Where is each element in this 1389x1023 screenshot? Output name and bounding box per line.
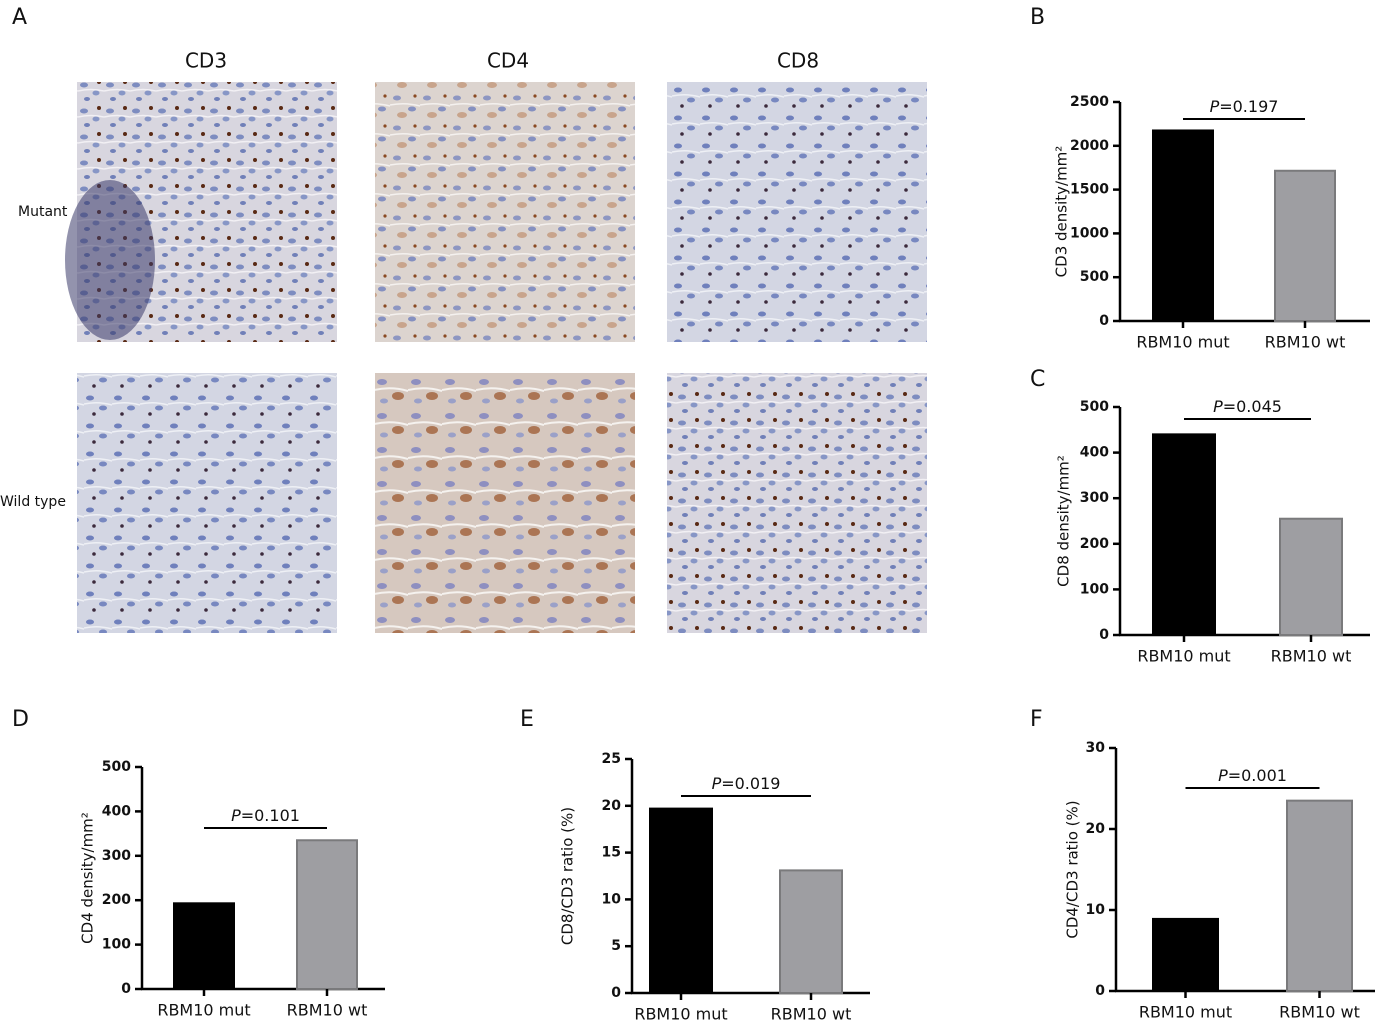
- bar: [296, 839, 358, 991]
- y-tick-label: 5: [611, 938, 621, 954]
- y-tick-label: 100: [1080, 581, 1109, 597]
- y-tick-label: 400: [102, 803, 131, 819]
- chart-panel: 0 500 1000 1500 2000 2500 RBM10 mut RBM10 wt P=0…: [1030, 5, 1370, 352]
- y-axis-label: CD3 density/mm²: [1053, 146, 1071, 278]
- y-tick-label: 1000: [1070, 225, 1109, 241]
- micrograph-detail: [65, 180, 155, 340]
- y-tick-label: 300: [1080, 490, 1109, 506]
- y-tick-label: 500: [1080, 399, 1109, 415]
- micrograph: [375, 82, 635, 342]
- x-tick-label: RBM10 wt: [1271, 647, 1352, 666]
- micrograph: [667, 82, 927, 342]
- y-tick-label: 400: [1080, 445, 1109, 461]
- y-tick-label: 1500: [1070, 182, 1109, 198]
- y-tick-label: 500: [102, 759, 131, 775]
- x-tick-label: RBM10 mut: [1136, 333, 1229, 352]
- y-tick-label: 200: [102, 892, 131, 908]
- bar: [779, 869, 843, 994]
- y-axis-label: CD4/CD3 ratio (%): [1064, 800, 1082, 938]
- bar: [1152, 433, 1216, 636]
- bar: [1279, 517, 1343, 636]
- micrograph: [375, 373, 635, 633]
- y-tick-label: 25: [602, 751, 621, 767]
- column-header: CD4: [487, 49, 529, 73]
- bar: [1274, 169, 1336, 322]
- panel-letter: C: [1030, 367, 1045, 392]
- y-tick-label: 100: [102, 937, 131, 953]
- y-axis-label: CD4 density/mm²: [79, 812, 97, 944]
- chart-panel: 0 10 20 30 RBM10 mut RBM10 wt P=0.001 CD4/CD3 r…: [1030, 707, 1375, 1022]
- bar: [1152, 917, 1219, 992]
- x-tick-label: RBM10 mut: [1137, 647, 1230, 666]
- y-tick-label: 10: [602, 891, 622, 907]
- y-tick-label: 0: [611, 985, 621, 1001]
- x-tick-label: RBM10 wt: [771, 1005, 852, 1023]
- x-tick-label: RBM10 wt: [287, 1001, 368, 1020]
- x-tick-label: RBM10 wt: [1265, 333, 1346, 352]
- bar: [649, 807, 713, 994]
- y-tick-label: 300: [102, 848, 131, 864]
- y-tick-label: 2000: [1070, 138, 1109, 154]
- row-label: Mutant: [18, 204, 68, 220]
- p-value: P=0.019: [712, 774, 781, 793]
- x-tick-label: RBM10 wt: [1279, 1003, 1360, 1022]
- x-tick-label: RBM10 mut: [157, 1001, 250, 1020]
- y-tick-label: 200: [1080, 536, 1109, 552]
- panel-letter: D: [12, 707, 29, 732]
- y-tick-label: 0: [1099, 627, 1109, 643]
- panel-letter: F: [1030, 707, 1043, 732]
- column-header: CD8: [777, 49, 819, 73]
- y-tick-label: 0: [1099, 313, 1109, 329]
- y-tick-label: 20: [602, 798, 622, 814]
- panel-a: A CD3 CD4 CD8 Mutant Wild type: [0, 5, 927, 633]
- panel-letter: B: [1030, 5, 1045, 30]
- x-tick-label: RBM10 mut: [634, 1005, 727, 1023]
- column-header: CD3: [185, 49, 227, 73]
- panel-letter: A: [12, 5, 27, 30]
- y-tick-label: 0: [121, 981, 131, 997]
- p-value: P=0.101: [231, 806, 300, 825]
- bar: [1152, 129, 1214, 322]
- row-label: Wild type: [0, 494, 66, 510]
- y-tick-label: 2500: [1070, 94, 1109, 110]
- y-tick-label: 15: [602, 845, 621, 861]
- bar: [173, 902, 235, 990]
- panel-letter: E: [520, 707, 534, 732]
- y-tick-label: 0: [1095, 983, 1105, 999]
- micrograph: [667, 373, 927, 633]
- chart-panel: 0 100 200 300 400 500 RBM10 mut RBM10 wt P=0.045…: [1030, 367, 1370, 666]
- chart-panel: 0 5 10 15 20 25 RBM10 mut RBM10 wt P=0.019 CD8/CD…: [520, 707, 870, 1023]
- y-axis-label: CD8 density/mm²: [1055, 455, 1073, 587]
- x-tick-label: RBM10 mut: [1139, 1003, 1232, 1022]
- p-value: P=0.197: [1210, 97, 1279, 116]
- bar: [1286, 799, 1353, 993]
- p-value: P=0.045: [1213, 397, 1282, 416]
- p-value: P=0.001: [1218, 766, 1287, 785]
- y-tick-label: 20: [1086, 821, 1106, 837]
- chart-panel: 0 100 200 300 400 500 RBM10 mut RBM10 wt P=0.101…: [12, 707, 385, 1020]
- micrograph: [77, 373, 337, 633]
- y-tick-label: 500: [1080, 269, 1109, 285]
- y-tick-label: 10: [1086, 902, 1106, 918]
- y-axis-label: CD8/CD3 ratio (%): [559, 807, 577, 945]
- y-tick-label: 30: [1086, 740, 1106, 756]
